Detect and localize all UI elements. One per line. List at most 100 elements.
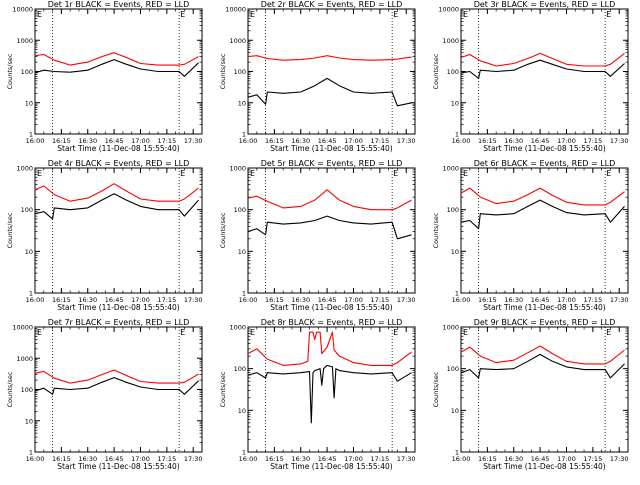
detector-panel-7: Det 7r BLACK = Events, RED = LLD 1 10 100 10… bbox=[6, 318, 203, 471]
x-tick-label: 16:45 bbox=[531, 296, 550, 304]
series-line-events bbox=[247, 77, 412, 107]
x-tick-label: 17:15 bbox=[370, 296, 389, 304]
y-tick-label: 100 bbox=[234, 68, 246, 76]
plot-frame bbox=[247, 167, 416, 294]
panel-title: Det 2r BLACK = Events, RED = LLD bbox=[261, 0, 403, 9]
series-line-lld bbox=[34, 369, 199, 384]
x-tick-label: 16:00 bbox=[452, 137, 471, 145]
y-tick-label: 1000 bbox=[229, 324, 246, 332]
x-tick-label: 16:45 bbox=[318, 455, 337, 463]
y-axis-label: Counts/sec bbox=[432, 212, 440, 248]
y-tick-label: 1000 bbox=[16, 37, 33, 45]
e-marker-right: E bbox=[606, 169, 611, 178]
x-axis-label: Start Time (11-Dec-08 15:55:40) bbox=[57, 462, 179, 471]
detector-panel-3: Det 3r BLACK = Events, RED = LLD 1 10 100 10… bbox=[432, 0, 629, 153]
y-tick-label: 1 bbox=[455, 449, 459, 457]
x-tick-label: 16:45 bbox=[105, 296, 124, 304]
y-axis-label: Counts/sec bbox=[6, 53, 14, 89]
y-axis-label: Counts/sec bbox=[6, 212, 14, 248]
x-tick-label: 17:30 bbox=[184, 137, 203, 145]
plot-frame bbox=[247, 8, 416, 135]
x-tick-label: 16:30 bbox=[78, 137, 97, 145]
plot-frame bbox=[460, 167, 629, 294]
series-line-lld bbox=[247, 331, 412, 366]
series-line-events bbox=[34, 59, 199, 77]
detector-panel-4: Det 4r BLACK = Events, RED = LLD 1 10 100 10… bbox=[6, 159, 203, 312]
y-axis-label: Counts/sec bbox=[432, 371, 440, 407]
y-tick-label: 1000 bbox=[442, 37, 459, 45]
x-tick-label: 16:00 bbox=[452, 296, 471, 304]
x-tick-label: 17:00 bbox=[557, 296, 576, 304]
y-tick-label: 1 bbox=[29, 449, 33, 457]
x-tick-label: 16:15 bbox=[265, 296, 284, 304]
e-marker-right: E bbox=[393, 10, 398, 19]
panel-title: Det 7r BLACK = Events, RED = LLD bbox=[48, 318, 190, 327]
x-tick-label: 17:00 bbox=[557, 455, 576, 463]
e-marker-right: E bbox=[606, 10, 611, 19]
detector-panel-1: Det 1r BLACK = Events, RED = LLD 1 10 100 10… bbox=[6, 0, 203, 153]
series-line-events bbox=[34, 193, 199, 220]
plot-frame bbox=[247, 326, 416, 453]
x-tick-label: 17:30 bbox=[610, 137, 629, 145]
x-tick-label: 16:45 bbox=[531, 455, 550, 463]
x-axis-label: Start Time (11-Dec-08 15:55:40) bbox=[57, 303, 179, 312]
x-tick-label: 16:15 bbox=[265, 137, 284, 145]
x-tick-label: 16:30 bbox=[504, 455, 523, 463]
x-tick-label: 16:30 bbox=[504, 296, 523, 304]
y-tick-label: 10000 bbox=[438, 6, 459, 14]
x-tick-label: 17:00 bbox=[131, 455, 150, 463]
x-tick-label: 16:00 bbox=[239, 455, 258, 463]
y-axis-label: Counts/sec bbox=[6, 371, 14, 407]
detector-panel-9: Det 9r BLACK = Events, RED = LLD 1 10 100 10… bbox=[432, 318, 629, 471]
e-marker-right: E bbox=[606, 328, 611, 337]
e-marker-left: E bbox=[250, 169, 255, 178]
y-tick-label: 1000 bbox=[442, 165, 459, 173]
panel-title: Det 8r BLACK = Events, RED = LLD bbox=[261, 318, 403, 327]
x-tick-label: 17:00 bbox=[344, 137, 363, 145]
x-tick-label: 17:30 bbox=[184, 455, 203, 463]
detector-panel-6: Det 6r BLACK = Events, RED = LLD 1 10 100 10… bbox=[432, 159, 629, 312]
y-tick-label: 100 bbox=[234, 365, 246, 373]
x-tick-label: 17:30 bbox=[610, 455, 629, 463]
x-tick-label: 17:15 bbox=[370, 137, 389, 145]
series-line-events bbox=[460, 59, 625, 79]
panel-title: Det 9r BLACK = Events, RED = LLD bbox=[474, 318, 616, 327]
series-line-lld bbox=[460, 345, 625, 365]
y-tick-label: 1000 bbox=[16, 355, 33, 363]
x-tick-label: 17:15 bbox=[583, 455, 602, 463]
x-tick-label: 17:00 bbox=[131, 296, 150, 304]
x-tick-label: 16:30 bbox=[291, 137, 310, 145]
x-tick-label: 16:15 bbox=[478, 296, 497, 304]
series-line-events bbox=[460, 199, 625, 230]
y-tick-label: 1 bbox=[29, 131, 33, 139]
detector-panel-5: Det 5r BLACK = Events, RED = LLD 1 10 100 10… bbox=[219, 159, 416, 312]
series-line-lld bbox=[460, 52, 625, 67]
x-tick-label: 16:00 bbox=[26, 296, 45, 304]
x-tick-label: 16:15 bbox=[52, 296, 71, 304]
x-tick-label: 16:00 bbox=[26, 455, 45, 463]
x-tick-label: 17:00 bbox=[344, 455, 363, 463]
x-tick-label: 16:30 bbox=[291, 455, 310, 463]
e-marker-right: E bbox=[180, 169, 185, 178]
panel-title: Det 5r BLACK = Events, RED = LLD bbox=[261, 159, 403, 168]
e-marker-left: E bbox=[463, 328, 468, 337]
series-line-lld bbox=[460, 187, 625, 206]
x-tick-label: 16:15 bbox=[52, 137, 71, 145]
y-tick-label: 1 bbox=[242, 290, 246, 298]
e-marker-left: E bbox=[463, 10, 468, 19]
x-tick-label: 17:30 bbox=[397, 296, 416, 304]
y-axis-label: Counts/sec bbox=[219, 53, 227, 89]
e-marker-right: E bbox=[180, 10, 185, 19]
series-line-events bbox=[460, 353, 625, 379]
x-tick-label: 16:00 bbox=[239, 137, 258, 145]
y-tick-label: 1000 bbox=[16, 165, 33, 173]
x-tick-label: 16:15 bbox=[265, 455, 284, 463]
x-axis-label: Start Time (11-Dec-08 15:55:40) bbox=[483, 462, 605, 471]
y-tick-label: 10000 bbox=[12, 324, 33, 332]
y-tick-label: 100 bbox=[447, 68, 459, 76]
x-tick-label: 17:15 bbox=[157, 296, 176, 304]
y-axis-label: Counts/sec bbox=[432, 53, 440, 89]
x-tick-label: 16:30 bbox=[291, 296, 310, 304]
detector-panel-8: Det 8r BLACK = Events, RED = LLD 1 10 100 10… bbox=[219, 318, 416, 471]
